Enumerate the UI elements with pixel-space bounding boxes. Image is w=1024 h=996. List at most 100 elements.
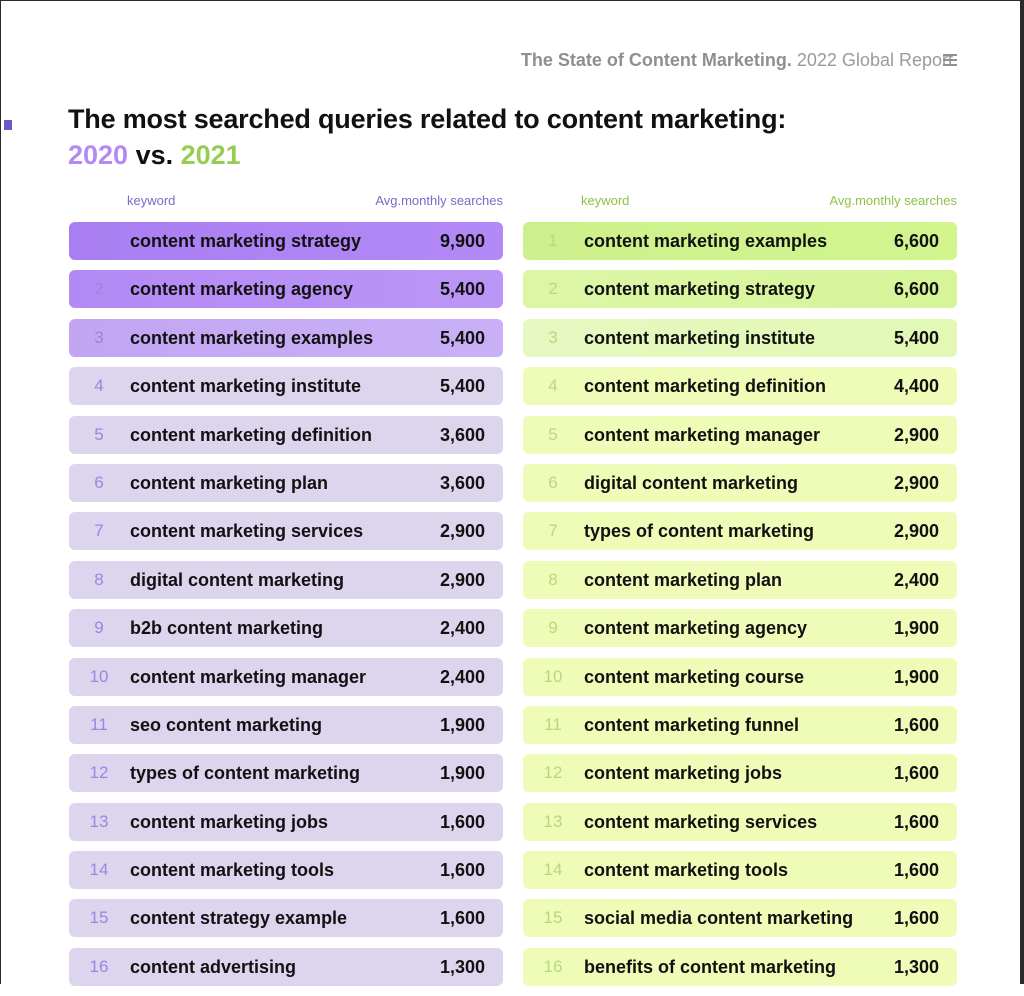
table-row: 10 content marketing course 1,900 [523, 657, 957, 696]
table-2021: keyword Avg.monthly searches 1 content ma… [523, 190, 957, 996]
row-rank: 14 [543, 860, 563, 880]
page-subtitle: 2020 vs. 2021 [68, 140, 241, 171]
row-searches: 1,600 [893, 811, 939, 832]
row-rank: 1 [548, 231, 558, 250]
row-rank: 9 [94, 618, 104, 638]
row-searches: 2,900 [893, 521, 939, 542]
row-rank: 7 [94, 521, 104, 541]
window-border-top [0, 0, 1024, 1]
year-2020-label: 2020 [68, 140, 129, 170]
row-keyword: types of content marketing [584, 521, 815, 542]
row-keyword: content marketing definition [130, 424, 373, 445]
row-searches: 1,900 [439, 714, 485, 735]
table-header-2021: keyword Avg.monthly searches [523, 190, 957, 210]
row-rank: 11 [544, 714, 562, 734]
hamburger-menu-icon[interactable] [943, 54, 957, 66]
table-row: 14 content marketing tools 1,600 [523, 851, 957, 890]
report-header: The State of Content Marketing. 2022 Glo… [521, 50, 958, 72]
row-searches: 1,600 [893, 860, 939, 881]
row-rank: 3 [94, 327, 104, 347]
row-searches: 2,900 [893, 472, 939, 493]
row-searches: 3,600 [439, 472, 485, 493]
table-row: 10 content marketing manager 2,400 [69, 657, 503, 696]
table-header-2020: keyword Avg.monthly searches [69, 190, 503, 210]
table-row: 8 content marketing plan 2,400 [523, 560, 957, 599]
page-title: The most searched queries related to con… [68, 104, 787, 134]
column-header-keyword: keyword [127, 193, 176, 208]
row-searches: 3,600 [439, 424, 485, 445]
row-searches: 2,900 [439, 569, 485, 590]
table-row: 4 content marketing definition 4,400 [523, 367, 957, 406]
report-header-title: The State of Content Marketing. [520, 50, 792, 70]
row-searches: 6,600 [893, 279, 939, 300]
row-searches: 2,400 [439, 666, 485, 687]
row-searches: 1,900 [893, 618, 939, 639]
table-row: 12 content marketing jobs 1,600 [523, 754, 957, 793]
row-rank: 8 [548, 569, 558, 589]
table-row: 7 content marketing services 2,900 [69, 512, 503, 551]
row-rank: 11 [90, 714, 108, 734]
row-rank: 8 [94, 569, 104, 589]
row-keyword: content marketing plan [130, 472, 329, 493]
table-2020: keyword Avg.monthly searches 1 content ma… [69, 190, 503, 996]
row-rank: 12 [543, 763, 563, 783]
table-row: 3 content marketing institute 5,400 [523, 318, 957, 357]
row-keyword: content marketing services [584, 811, 818, 832]
row-keyword: content strategy example [130, 908, 348, 929]
row-keyword: content advertising [130, 956, 297, 977]
row-searches: 5,400 [439, 376, 485, 397]
row-searches: 2,400 [439, 618, 485, 639]
row-keyword: seo content marketing [130, 714, 323, 735]
table-row: 8 digital content marketing 2,900 [69, 560, 503, 599]
row-keyword: content marketing services [130, 521, 364, 542]
row-searches: 9,900 [439, 231, 485, 251]
row-rank: 7 [548, 521, 558, 541]
table-row: 13 content marketing services 1,600 [523, 802, 957, 841]
table-row: 7 types of content marketing 2,900 [523, 512, 957, 551]
row-rank: 5 [548, 424, 558, 444]
report-header-subtitle: 2022 Global Report. [791, 50, 958, 70]
row-keyword: content marketing jobs [584, 763, 783, 784]
year-2021-label: 2021 [180, 140, 241, 170]
row-keyword: content marketing tools [130, 860, 335, 881]
row-rank: 15 [89, 908, 109, 928]
table-row: 13 content marketing jobs 1,600 [69, 802, 503, 841]
column-header-searches: Avg.monthly searches [375, 193, 503, 208]
table-row: 6 content marketing plan 3,600 [69, 463, 503, 502]
row-rank: 3 [548, 327, 558, 347]
row-searches: 2,900 [439, 521, 485, 542]
row-searches: 1,300 [439, 956, 485, 977]
row-keyword: content marketing strategy [130, 231, 362, 251]
row-rank: 16 [89, 956, 109, 976]
row-keyword: content marketing agency [130, 279, 354, 300]
table-row: 11 content marketing funnel 1,600 [523, 705, 957, 744]
table-rows-2020: 1 content marketing strategy 9,900 2 content… [69, 222, 503, 986]
row-searches: 1,300 [893, 956, 939, 977]
row-rank: 14 [89, 860, 109, 880]
row-searches: 1,900 [439, 763, 485, 784]
row-rank: 1 [94, 231, 104, 250]
row-rank: 5 [94, 424, 104, 444]
vs-label: vs. [128, 140, 181, 170]
row-searches: 1,600 [893, 763, 939, 784]
table-row: 1 content marketing examples 6,600 [523, 222, 957, 260]
table-row: 5 content marketing definition 3,600 [69, 415, 503, 454]
row-keyword: content marketing agency [584, 618, 808, 639]
row-keyword: content marketing examples [584, 231, 828, 251]
row-searches: 1,600 [439, 860, 485, 881]
row-rank: 4 [94, 376, 104, 396]
table-row: 16 benefits of content marketing 1,300 [523, 947, 957, 986]
table-row: 3 content marketing examples 5,400 [69, 318, 503, 357]
row-keyword: content marketing strategy [584, 279, 816, 300]
row-searches: 4,400 [893, 376, 939, 397]
row-keyword: digital content marketing [130, 569, 345, 590]
table-row: 9 content marketing agency 1,900 [523, 609, 957, 648]
row-keyword: content marketing manager [130, 666, 367, 687]
row-rank: 9 [548, 618, 558, 638]
table-row: 14 content marketing tools 1,600 [69, 851, 503, 890]
row-searches: 1,600 [439, 811, 485, 832]
table-row: 9 b2b content marketing 2,400 [69, 609, 503, 648]
window-border-left [0, 0, 1, 984]
row-rank: 2 [548, 279, 558, 299]
row-keyword: content marketing funnel [584, 714, 800, 735]
